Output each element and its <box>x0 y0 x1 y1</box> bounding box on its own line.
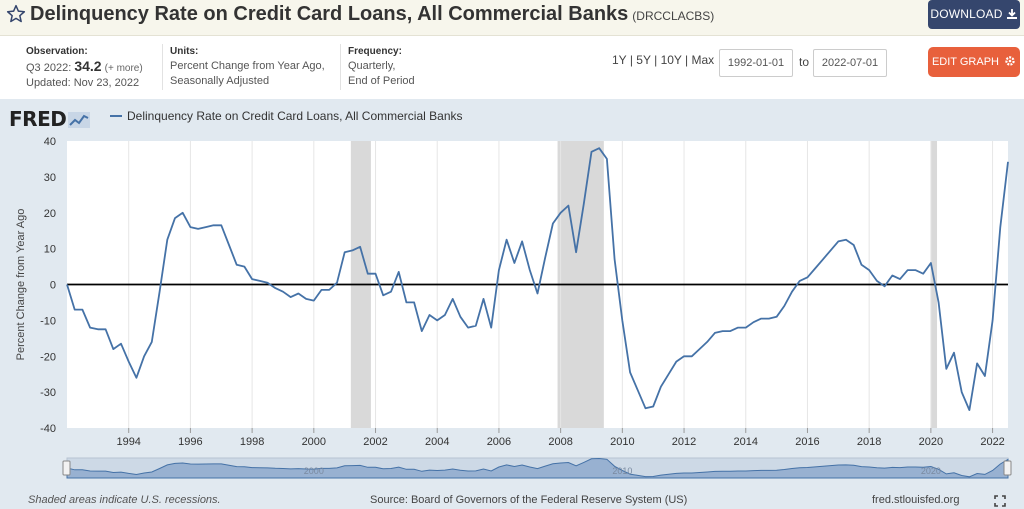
x-tick-label: 2002 <box>363 436 387 448</box>
x-tick-label: 2012 <box>672 436 696 448</box>
source-note: Source: Board of Governors of the Federa… <box>370 494 688 506</box>
y-tick-label: 10 <box>44 244 56 256</box>
y-tick-label: 20 <box>44 208 56 220</box>
observation-label: Observation: <box>26 46 88 57</box>
x-tick-label: 1994 <box>116 436 140 448</box>
navigator-handle[interactable] <box>62 460 71 476</box>
navigator-label: 2000 <box>304 466 324 476</box>
range-selector: 1Y | 5Y | 10Y | Max <box>612 53 714 67</box>
series-title: Delinquency Rate on Credit Card Loans, A… <box>30 3 629 25</box>
meta-divider <box>340 44 341 90</box>
range-1y-button[interactable]: 1Y <box>612 53 627 67</box>
x-tick-label: 2006 <box>487 436 511 448</box>
x-tick-label: 2000 <box>302 436 326 448</box>
observation-period: Q3 2022: <box>26 62 72 74</box>
fullscreen-icon[interactable] <box>994 495 1006 507</box>
gear-icon <box>1005 56 1015 66</box>
edit-graph-button[interactable]: EDIT GRAPH <box>928 47 1020 77</box>
date-to-label: to <box>799 55 810 69</box>
y-axis-label: Percent Change from Year Ago <box>15 209 27 361</box>
navigator-series <box>66 457 1009 479</box>
range-10y-button[interactable]: 10Y <box>660 53 682 67</box>
x-tick-label: 2014 <box>734 436 758 448</box>
frequency-line2: End of Period <box>348 75 415 87</box>
page-title: Delinquency Rate on Credit Card Loans, A… <box>30 3 714 26</box>
download-icon <box>1006 9 1017 19</box>
fred-logo-text: FRED <box>9 107 67 131</box>
chart-legend: Delinquency Rate on Credit Card Loans, A… <box>110 109 463 123</box>
meta-divider <box>162 44 163 90</box>
y-tick-label: -40 <box>40 423 56 435</box>
end-date-input[interactable]: 2022-07-01 <box>813 49 887 77</box>
x-tick-label: 2010 <box>610 436 634 448</box>
observation-value: 34.2 <box>74 58 102 74</box>
x-tick-label: 2020 <box>919 436 943 448</box>
range-5y-button[interactable]: 5Y <box>636 53 651 67</box>
x-tick-label: 2018 <box>857 436 881 448</box>
site-link[interactable]: fred.stlouisfed.org <box>872 494 960 506</box>
updated-date: Updated: Nov 23, 2022 <box>26 77 140 89</box>
title-bar: Delinquency Rate on Credit Card Loans, A… <box>0 0 1024 36</box>
y-tick-label: -10 <box>40 315 56 327</box>
units-block: Units: Percent Change from Year Ago, Sea… <box>170 44 325 89</box>
navigator-label: 2010 <box>612 466 632 476</box>
y-tick-label: 40 <box>44 136 56 148</box>
frequency-line1: Quarterly, <box>348 60 396 72</box>
frequency-label: Frequency: <box>348 46 402 57</box>
observation-block: Observation: Q3 2022: 34.2 (+ more) Upda… <box>26 44 143 91</box>
fred-chart-icon <box>68 112 91 128</box>
range-max-button[interactable]: Max <box>691 53 715 67</box>
y-tick-label: 0 <box>50 280 56 292</box>
units-label: Units: <box>170 46 199 57</box>
navigator-label: 2020 <box>921 466 941 476</box>
units-line2: Seasonally Adjusted <box>170 75 270 87</box>
fred-logo[interactable]: FRED <box>9 107 91 131</box>
edit-graph-label: EDIT GRAPH <box>931 56 999 68</box>
navigator-handle[interactable] <box>1003 460 1012 476</box>
download-label: DOWNLOAD <box>930 7 1003 21</box>
x-tick-label: 2022 <box>980 436 1004 448</box>
range-separator: | <box>654 53 658 67</box>
units-line1: Percent Change from Year Ago, <box>170 60 325 72</box>
download-button[interactable]: DOWNLOAD <box>928 0 1020 29</box>
legend-swatch <box>110 115 122 117</box>
star-outline-icon[interactable] <box>6 4 26 24</box>
observation-more-link[interactable]: (+ more) <box>104 63 143 74</box>
x-tick-label: 2004 <box>425 436 449 448</box>
series-code: (DRCCLACBS) <box>632 9 715 23</box>
range-separator: | <box>685 53 689 67</box>
y-tick-label: -20 <box>40 351 56 363</box>
frequency-block: Frequency: Quarterly, End of Period <box>348 44 415 89</box>
x-tick-label: 2008 <box>548 436 572 448</box>
recession-note: Shaded areas indicate U.S. recessions. <box>28 494 221 506</box>
range-separator: | <box>629 53 633 67</box>
series-line <box>66 147 1009 412</box>
y-tick-label: -30 <box>40 387 56 399</box>
legend-label: Delinquency Rate on Credit Card Loans, A… <box>127 109 463 123</box>
y-tick-label: 30 <box>44 172 56 184</box>
x-tick-label: 1998 <box>240 436 264 448</box>
x-tick-label: 1996 <box>178 436 202 448</box>
x-tick-label: 2016 <box>795 436 819 448</box>
start-date-input[interactable]: 1992-01-01 <box>719 49 793 77</box>
